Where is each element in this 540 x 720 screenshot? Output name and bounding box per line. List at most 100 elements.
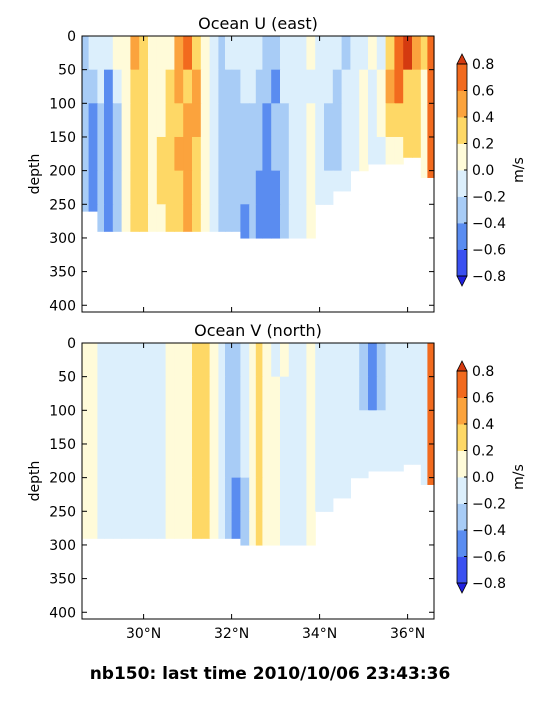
heatmap-cell [271, 376, 281, 411]
heatmap-cell [376, 103, 387, 138]
heatmap-cell [271, 136, 281, 172]
heatmap-cell [139, 170, 149, 205]
heatmap-cell [359, 69, 369, 104]
heatmap-cell [192, 477, 202, 512]
colorbar-segment [457, 450, 467, 478]
heatmap-cell [88, 511, 98, 539]
heatmap-cell [165, 204, 175, 232]
heatmap-cell [420, 343, 428, 378]
heatmap-cell [249, 204, 257, 239]
ocean-u-colorbar: −0.8 −0.6 −0.4 −0.2 0.0 0.2 0.4 0.6 0.8 m/s [456, 53, 527, 287]
axes-frame [81, 342, 435, 620]
y-tick-label: 400 [49, 605, 76, 621]
heatmap-cell [112, 204, 123, 232]
heatmap-cell [271, 410, 281, 445]
heatmap-cell [332, 443, 343, 479]
heatmap-cell [385, 136, 395, 165]
heatmap-cell [112, 410, 123, 445]
heatmap-cell [209, 443, 219, 479]
heatmap-cell [341, 136, 351, 172]
heatmap-cell [420, 136, 428, 172]
heatmap-cell [104, 477, 114, 512]
heatmap-cell [376, 69, 387, 104]
colorbar-tick-label: 0.0 [472, 470, 494, 486]
heatmap-cell [231, 410, 241, 445]
y-tick-label: 0 [67, 29, 76, 45]
heatmap-cell [130, 477, 140, 512]
heatmap-cell [297, 376, 307, 411]
heatmap-cell [341, 103, 351, 138]
heatmap-cell [104, 69, 114, 104]
heatmap-cell [225, 410, 233, 445]
heatmap-cell [255, 136, 263, 172]
heatmap-cell [249, 376, 257, 411]
heatmap-cell [121, 343, 131, 378]
heatmap-cell [240, 204, 250, 239]
heatmap-cell [368, 410, 378, 445]
heatmap-cell [112, 36, 123, 71]
heatmap-cell [262, 204, 272, 239]
heatmap-cell [225, 343, 233, 378]
heatmap-cell [183, 410, 193, 445]
heatmap-cell [130, 36, 140, 71]
heatmap-cell [183, 204, 193, 232]
heatmap-cell [262, 376, 272, 411]
heatmap-cell [97, 103, 105, 138]
heatmap-cell [82, 204, 90, 212]
heatmap-cell [280, 170, 290, 205]
colorbar-segment [457, 90, 467, 118]
heatmap-cell [271, 343, 281, 378]
heatmap-cell [350, 136, 360, 172]
y-tick-label: 150 [49, 437, 76, 453]
heatmap-cell [156, 136, 167, 172]
heatmap-cell [231, 443, 241, 479]
heatmap-cell [420, 443, 428, 479]
heatmap-cell [403, 376, 413, 411]
heatmap-cell [306, 477, 316, 512]
heatmap-cell [225, 204, 233, 232]
heatmap-cell [97, 204, 105, 232]
heatmap-cell [148, 36, 158, 71]
colorbar-tick-label: 0.4 [472, 110, 494, 126]
heatmap-cell [412, 343, 422, 378]
heatmap-cell [156, 410, 167, 445]
heatmap-cell [148, 376, 158, 411]
heatmap-cell [200, 343, 211, 378]
heatmap-cell [297, 477, 307, 512]
heatmap-cell [82, 103, 90, 138]
heatmap-cell [262, 103, 272, 138]
heatmap-cell [240, 69, 250, 104]
heatmap-cell [288, 204, 299, 239]
colorbar-tick-label: −0.8 [472, 576, 506, 592]
heatmap-cell [350, 103, 360, 138]
heatmap-cell [225, 376, 233, 411]
heatmap-cell [156, 103, 167, 138]
heatmap-cell [231, 136, 241, 172]
heatmap-cell [192, 136, 202, 172]
heatmap-cell [121, 477, 131, 512]
heatmap-cell [332, 376, 343, 411]
heatmap-cell [359, 136, 369, 172]
heatmap-cell [130, 136, 140, 172]
heatmap-cell [148, 410, 158, 445]
heatmap-cell [183, 376, 193, 411]
heatmap-cell [231, 477, 241, 512]
y-tick-label: 100 [49, 403, 76, 419]
heatmap-cells [82, 36, 435, 239]
heatmap-cell [82, 170, 90, 205]
heatmap-cell [192, 343, 202, 378]
colorbar-label: m/s [511, 157, 527, 183]
heatmap-cell [82, 443, 90, 479]
heatmap-cell [97, 376, 105, 411]
heatmap-cell [341, 443, 351, 479]
heatmap-cell [156, 343, 167, 378]
heatmap-cell [288, 343, 299, 378]
heatmap-cell [88, 136, 98, 172]
colorbar-tick-label: 0.6 [472, 84, 494, 100]
heatmap-cells [82, 343, 435, 546]
heatmap-cell [104, 443, 114, 479]
heatmap-cell [306, 443, 316, 479]
heatmap-cell [332, 343, 343, 378]
heatmap-cell [341, 170, 351, 192]
